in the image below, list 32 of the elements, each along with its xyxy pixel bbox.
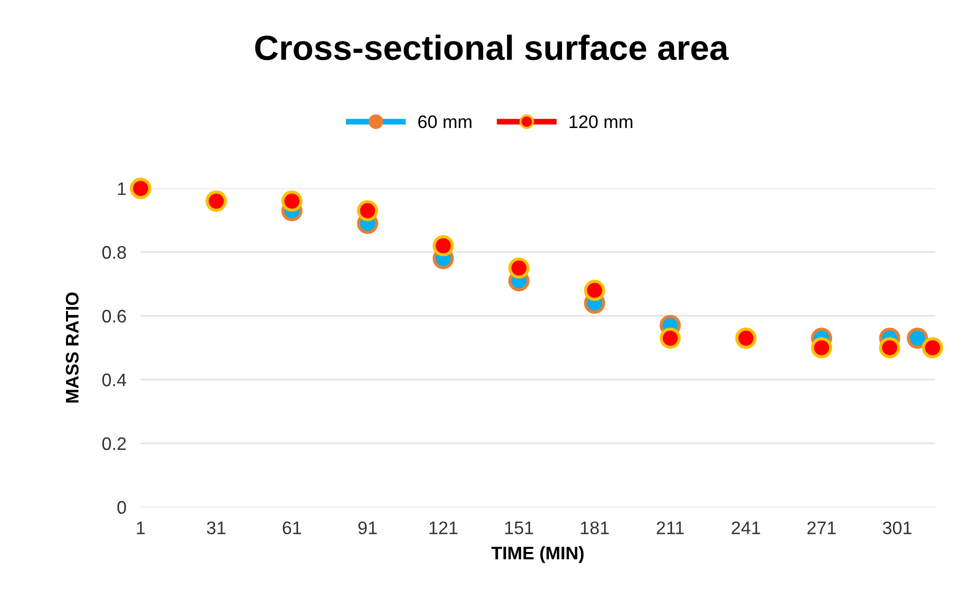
y-tick-label: 1 <box>118 182 126 195</box>
point <box>281 190 303 212</box>
point <box>922 337 944 358</box>
point <box>810 337 832 358</box>
point <box>660 328 681 349</box>
x-axis-title: TIME (MIN) <box>491 546 584 563</box>
chart-title: Cross-sectional surface area <box>255 34 729 60</box>
y-axis-title: MASS RATIO <box>66 292 79 403</box>
legend-label: 60 mm <box>418 115 472 128</box>
x-tick-label: 181 <box>580 521 609 534</box>
point <box>432 235 454 256</box>
point <box>879 337 900 358</box>
x-tick-label: 241 <box>732 521 760 534</box>
x-tick-label: 301 <box>882 521 912 534</box>
x-tick-label: 211 <box>656 521 684 534</box>
x-tick-label: 91 <box>358 521 377 534</box>
legend-label: 120 mm <box>570 115 632 128</box>
x-tick-label: 31 <box>206 521 226 534</box>
point <box>508 257 530 279</box>
x-tick-label: 151 <box>505 522 534 534</box>
point <box>357 200 378 222</box>
point <box>584 280 606 301</box>
y-tick-label: 0.2 <box>102 437 126 450</box>
y-tick-label: 0.6 <box>102 310 126 323</box>
y-tick-label: 0 <box>117 501 126 514</box>
x-tick-label: 61 <box>282 521 302 534</box>
x-tick-label: 1 <box>136 522 145 534</box>
y-tick-label: 0.4 <box>102 374 126 386</box>
y-tick-label: 0.8 <box>102 246 126 259</box>
point <box>906 328 928 349</box>
x-tick-label: 271 <box>807 521 836 534</box>
x-tick-label: 121 <box>430 521 458 534</box>
